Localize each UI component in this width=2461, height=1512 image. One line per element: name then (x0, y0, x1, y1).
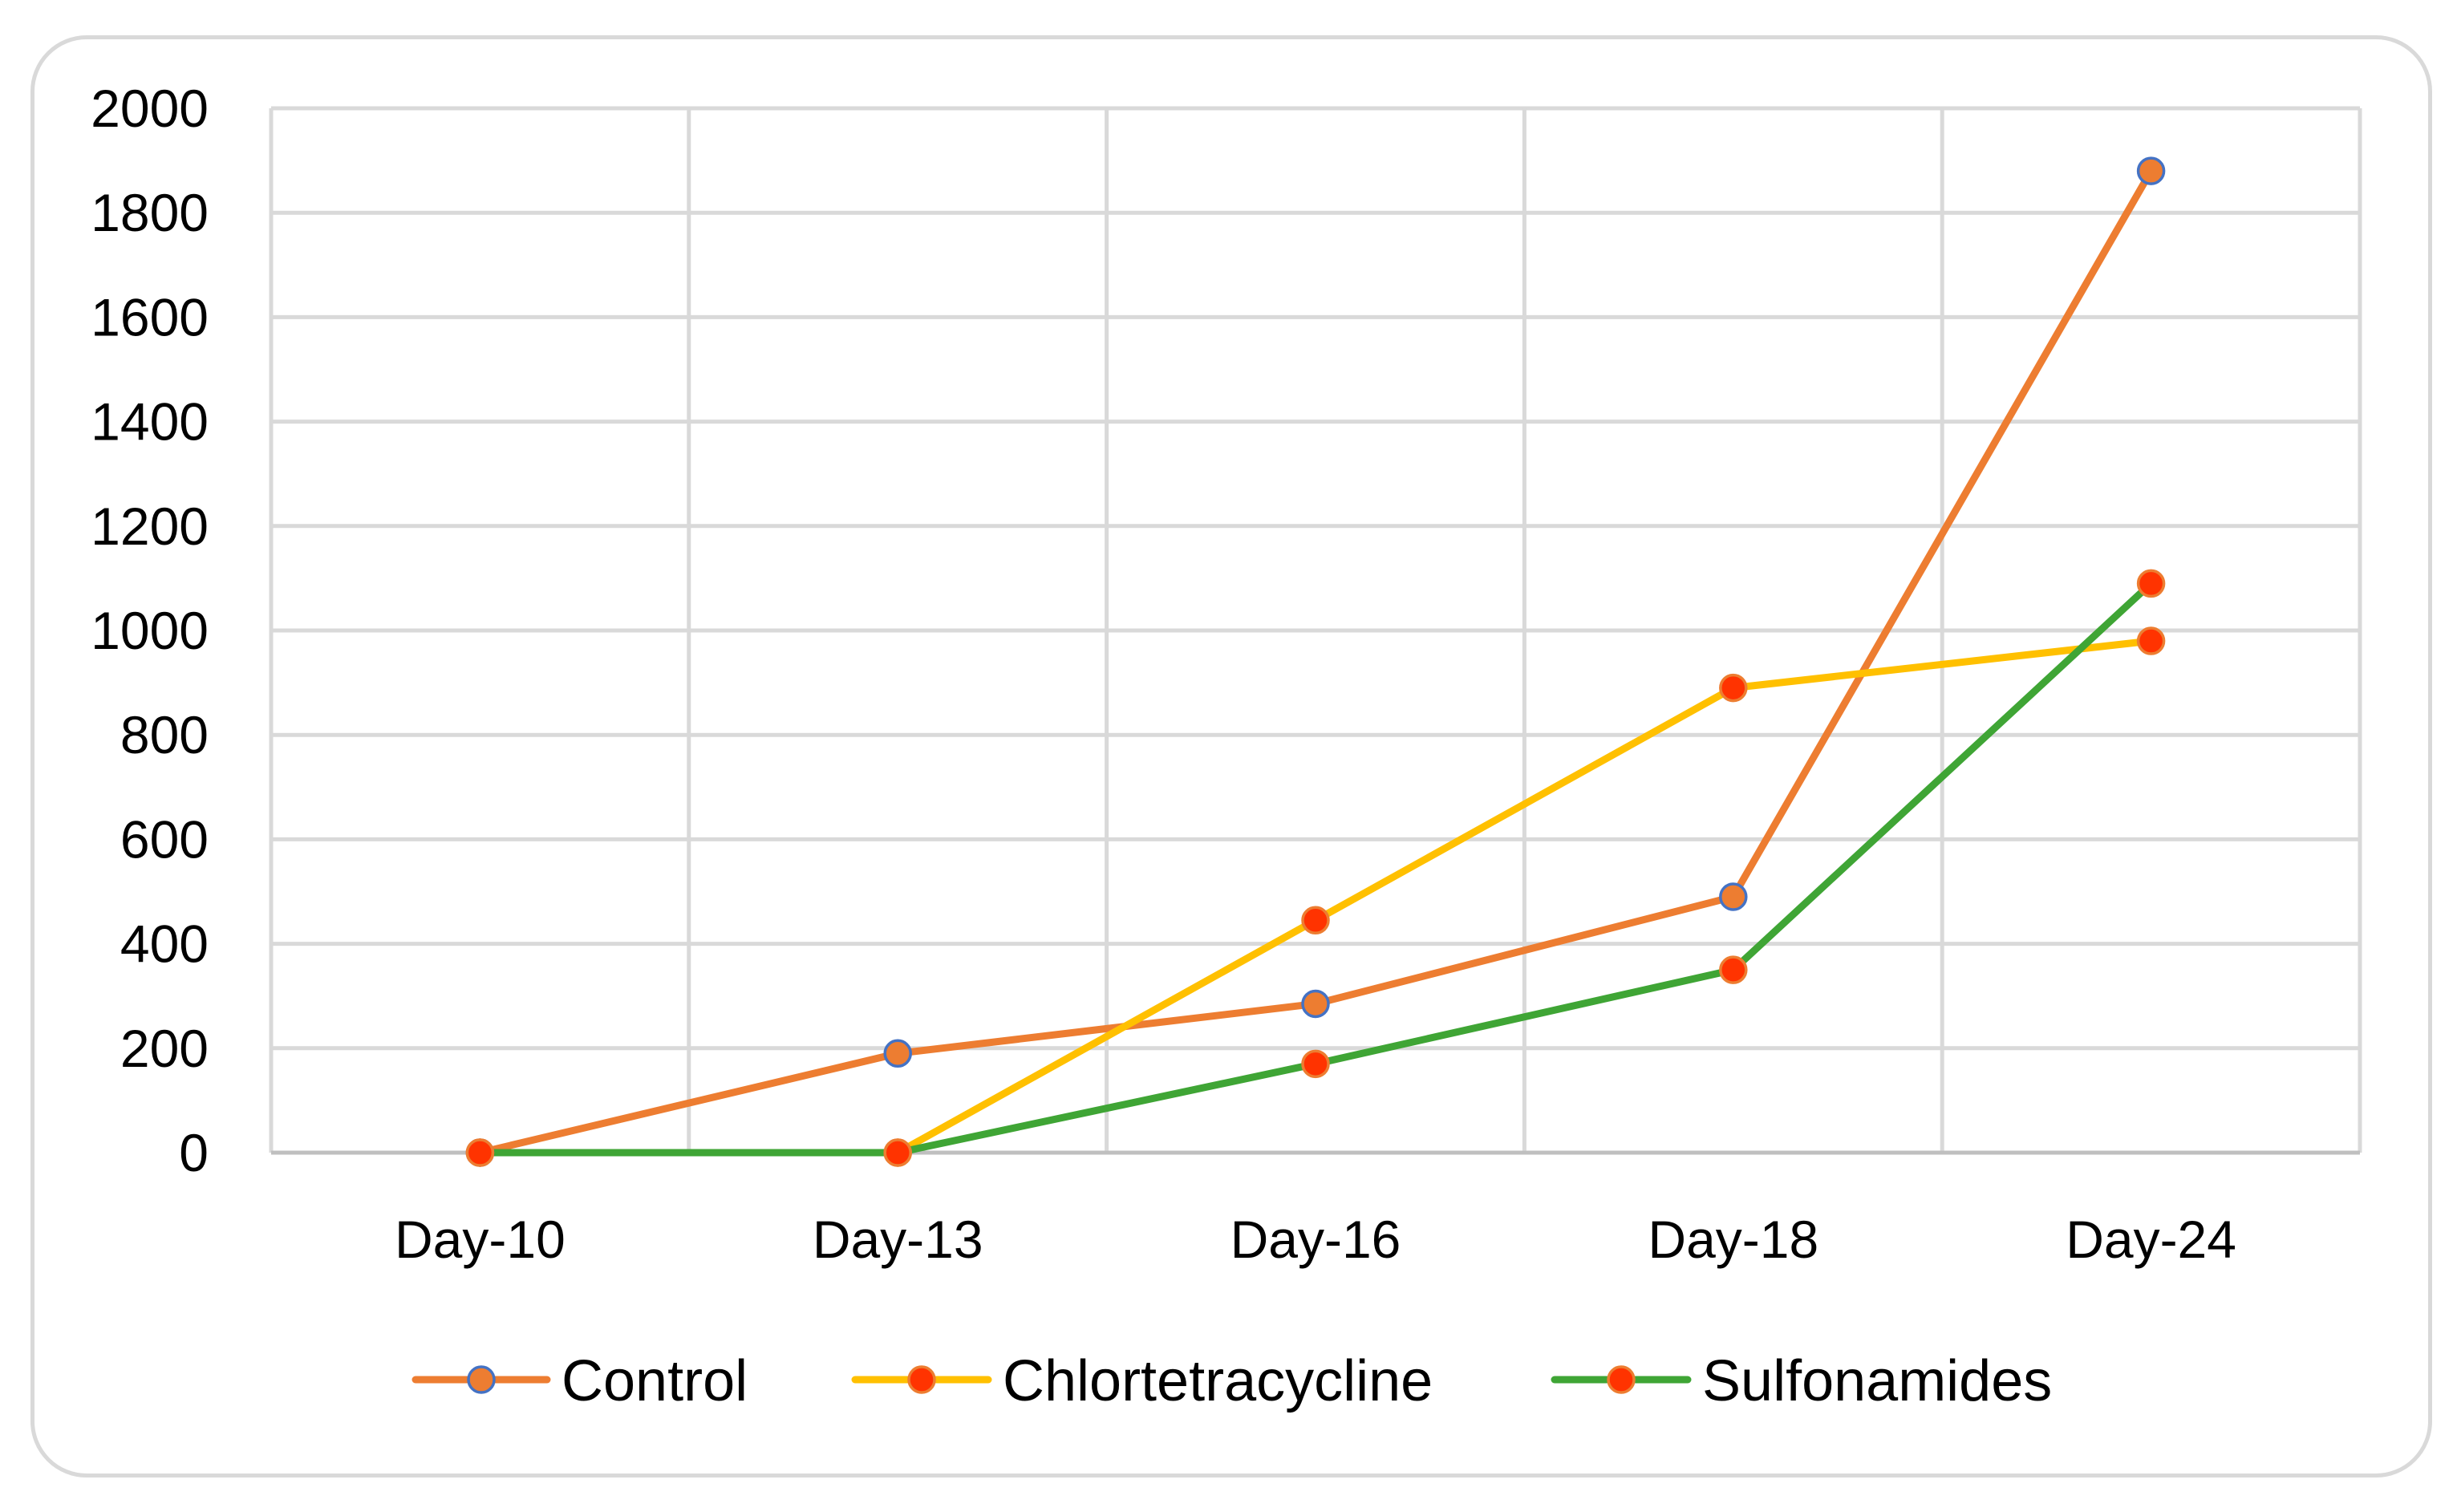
x-tick-label: Day-16 (1230, 1210, 1401, 1269)
legend-item-sulfonamides: Sulfonamides (1551, 1349, 2052, 1413)
data-point-control (2136, 156, 2166, 185)
series-layer (465, 156, 2166, 1167)
data-point-control (1719, 882, 1748, 911)
chart-frame (30, 35, 2432, 1478)
x-tick-label: Day-24 (2066, 1210, 2236, 1269)
y-tick-label: 400 (120, 914, 209, 974)
x-tick-label: Day-10 (395, 1210, 566, 1269)
data-point-control (1301, 989, 1330, 1019)
y-tick-label: 1400 (91, 392, 209, 452)
data-point-chlortetracycline (2136, 626, 2166, 655)
data-point-sulfonamides (1301, 1049, 1330, 1079)
y-tick-label: 0 (179, 1123, 209, 1182)
data-point-sulfonamides (465, 1138, 495, 1167)
axis-layer: 0 200 400 600 800 1000 1200 1400 1600 1800 2000 Day… (91, 79, 2360, 1269)
x-tick-label: Day-13 (813, 1210, 983, 1269)
legend-marker-swatch (1607, 1365, 1636, 1394)
legend-item-control: Control (412, 1349, 748, 1413)
legend-label: Control (562, 1349, 748, 1413)
x-tick-label: Day-18 (1648, 1210, 1818, 1269)
data-point-sulfonamides (1719, 955, 1748, 984)
y-tick-label: 200 (120, 1019, 209, 1078)
y-tick-label: 1000 (91, 601, 209, 660)
legend-marker-swatch (907, 1365, 936, 1394)
y-tick-label: 1800 (91, 183, 209, 242)
data-point-chlortetracycline (1301, 906, 1330, 935)
y-tick-label: 1200 (91, 497, 209, 556)
legend-label: Chlortetracycline (1003, 1349, 1433, 1413)
data-point-sulfonamides (2136, 569, 2166, 598)
y-tick-label: 2000 (91, 79, 209, 138)
y-tick-label: 1600 (91, 287, 209, 347)
legend: Control Chlortetracycline Sulfonamides (412, 1349, 2052, 1413)
y-tick-label: 600 (120, 809, 209, 869)
y-tick-label: 800 (120, 705, 209, 764)
data-point-chlortetracycline (1719, 673, 1748, 703)
legend-marker-swatch (467, 1365, 496, 1394)
data-point-sulfonamides (883, 1138, 912, 1167)
grid-layer (269, 106, 2362, 1153)
legend-label: Sulfonamides (1702, 1349, 2052, 1413)
legend-item-chlortetracycline: Chlortetracycline (851, 1349, 1433, 1413)
data-point-control (883, 1039, 912, 1068)
